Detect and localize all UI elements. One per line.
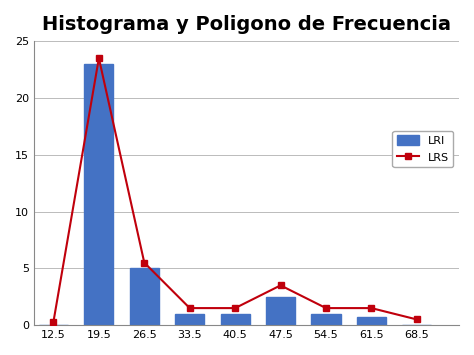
Legend: LRI, LRS: LRI, LRS <box>392 131 454 167</box>
Bar <box>175 314 204 325</box>
Bar <box>266 297 295 325</box>
Bar <box>220 314 250 325</box>
Title: Histograma y Poligono de Frecuencia: Histograma y Poligono de Frecuencia <box>42 15 451 34</box>
Bar <box>84 64 113 325</box>
Bar <box>130 268 159 325</box>
Bar <box>357 317 386 325</box>
Bar <box>311 314 341 325</box>
